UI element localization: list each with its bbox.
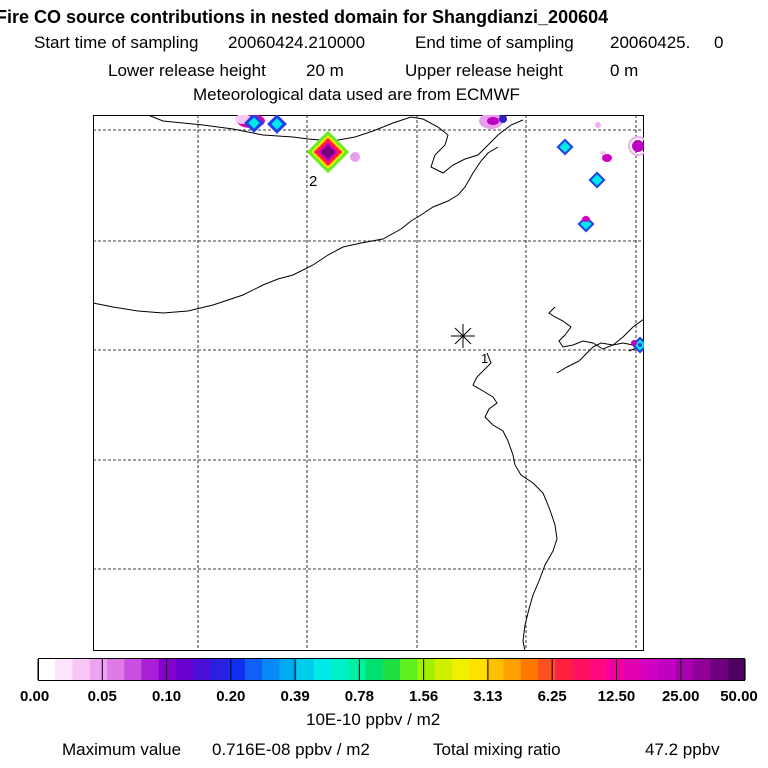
colorbar-legend: 0.00 0.05 0.10 0.20 0.39 0.78 1.56 3.13 6.25 12.5… [20, 658, 758, 705]
colorbar-tick-label: 0.00 [20, 688, 49, 705]
colorbar-cell [175, 659, 194, 680]
max-value: 0.716E-08 ppbv / m2 [212, 740, 370, 759]
colorbar-tick-label: 0.05 [88, 688, 117, 705]
colorbar-cell [313, 659, 332, 680]
colorbar-cell [141, 659, 160, 680]
plume-patch [602, 154, 612, 162]
grid-lines [93, 115, 644, 651]
colorbar-cell [365, 659, 384, 680]
colorbar-cell [469, 659, 487, 680]
map-title: Fire CO source contributions in nested d… [0, 7, 609, 27]
total-mixing-ratio-value: 47.2 ppbv [645, 740, 720, 759]
coastline-peninsula [556, 342, 644, 374]
plume-patch [320, 144, 336, 160]
colorbar-unit: 10E-10 ppbv / m2 [306, 710, 441, 729]
lower-release-height-label: Lower release height [108, 61, 266, 80]
plume-concentration [235, 115, 644, 354]
colorbar-cell [348, 659, 367, 680]
colorbar-tick-label: 1.56 [409, 688, 438, 705]
colorbar-cell [210, 659, 229, 680]
colorbar-cell [451, 659, 470, 680]
colorbar-cell [262, 659, 281, 680]
colorbar-cell [658, 659, 677, 680]
colorbar-tick-label: 0.39 [280, 688, 309, 705]
map-panel: 2 1 [93, 115, 644, 651]
plume-patch [350, 152, 360, 162]
total-mixing-ratio-label: Total mixing ratio [433, 740, 561, 759]
colorbar-cell [72, 659, 91, 680]
contour-label: 2 [309, 173, 317, 190]
colorbar-cell [158, 659, 177, 680]
colorbar-cell [572, 659, 591, 680]
colorbar-cell [296, 659, 315, 680]
colorbar-cell [382, 659, 401, 680]
colorbar-tick-label: 12.50 [598, 688, 636, 705]
colorbar-tick-label: 0.20 [216, 688, 245, 705]
colorbar-tick-label: 6.25 [538, 688, 567, 705]
colorbar-cell [38, 659, 56, 680]
colorbar-tick-label: 3.13 [473, 688, 502, 705]
colorbar-cell [503, 659, 522, 680]
plume-patch [487, 117, 499, 125]
lower-release-height-value: 20 m [306, 61, 344, 80]
colorbar-cell [676, 659, 694, 680]
end-time-label: End time of sampling [415, 33, 574, 52]
colorbar-cell [89, 659, 108, 680]
colorbar-cell [486, 659, 505, 680]
colorbar-cell [693, 659, 712, 680]
contour-label: 1 [481, 351, 488, 366]
colorbar-cell [434, 659, 453, 680]
start-time-value: 20060424.210000 [228, 33, 366, 52]
plume-patch [582, 216, 590, 222]
colorbar-cell [641, 659, 660, 680]
colorbar-cell [520, 659, 539, 680]
colorbar-cell [55, 659, 74, 680]
colorbar-cell [538, 659, 556, 680]
coastline-east [472, 352, 558, 651]
colorbar-cell [279, 659, 298, 680]
colorbar-cell [727, 659, 746, 680]
colorbar-cell [227, 659, 246, 680]
coastline-land-boundary [93, 146, 499, 314]
colorbar-cell [193, 659, 212, 680]
colorbar-cell [106, 659, 125, 680]
colorbar-cell [555, 659, 574, 680]
colorbar-tick-label: 25.00 [662, 688, 700, 705]
colorbar-tick-label: 0.10 [152, 688, 181, 705]
colorbar-cell [400, 659, 418, 680]
asterisk-receptor-icon [451, 324, 475, 348]
plume-patch [628, 136, 644, 156]
upper-release-height-value: 0 m [610, 61, 639, 80]
colorbar-cell [710, 659, 729, 680]
max-value-label: Maximum value [62, 740, 182, 759]
plume-patch [499, 115, 507, 123]
colorbar-cell [124, 659, 143, 680]
plume-patch [595, 122, 601, 128]
meteorological-data-note: Meteorological data used are from ECMWF [193, 85, 520, 104]
plume-patch [632, 140, 644, 152]
colorbar-tick-label: 50.00 [720, 688, 758, 705]
colorbar-cell [589, 659, 608, 680]
start-time-label: Start time of sampling [34, 33, 199, 52]
map-frame [93, 115, 644, 651]
coastline-north [147, 115, 524, 174]
end-time-value: 20060425. 0 [610, 33, 724, 52]
colorbar-cell [624, 659, 643, 680]
colorbar-tick-label: 0.78 [345, 688, 374, 705]
colorbar-cell [417, 659, 436, 680]
plume-patch [631, 340, 637, 346]
plume-patch [638, 343, 642, 347]
colorbar-cell [331, 659, 349, 680]
coastline-bay-north [548, 306, 644, 350]
colorbar-cell [244, 659, 263, 680]
plume-patch [600, 151, 606, 155]
upper-release-height-label: Upper release height [405, 61, 563, 80]
